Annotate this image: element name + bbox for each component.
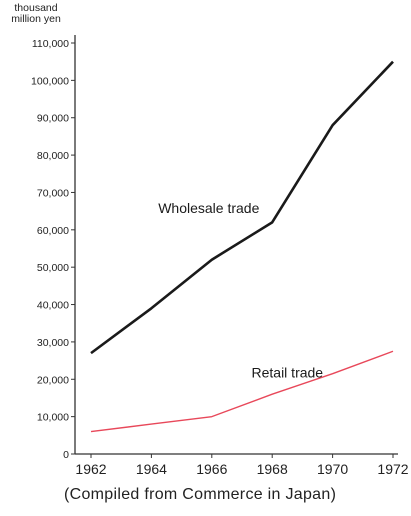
wholesale-trade-label: Wholesale trade xyxy=(158,200,259,216)
y-tick-label: 110,000 xyxy=(32,38,69,50)
y-unit-line-1: thousand xyxy=(14,2,58,14)
wholesale-trade-line xyxy=(90,60,394,355)
y-tick-label: 100,000 xyxy=(31,75,69,87)
x-tick-label: 1962 xyxy=(75,461,106,477)
retail-trade-label: Retail trade xyxy=(252,364,324,380)
retail-trade-line xyxy=(90,350,394,433)
y-unit-line-2: million yen xyxy=(11,13,61,25)
y-tick-label: 50,000 xyxy=(37,262,69,274)
source-note: (Compiled from Commerce in Japan) xyxy=(64,486,337,503)
x-tick-label: 1972 xyxy=(377,461,408,477)
y-tick-label: 60,000 xyxy=(37,225,69,237)
y-tick-label: 80,000 xyxy=(37,150,69,162)
x-tick-label: 1964 xyxy=(136,461,167,477)
y-tick-label: 90,000 xyxy=(37,113,69,125)
y-unit-label: thousand million yen xyxy=(6,3,66,25)
y-tick-label: 70,000 xyxy=(37,187,69,199)
y-tick-label: 20,000 xyxy=(37,374,69,386)
x-tick-label: 1968 xyxy=(257,461,288,477)
y-tick-label: 40,000 xyxy=(37,300,69,312)
y-tick-label: 10,000 xyxy=(37,412,69,424)
x-tick-label: 1966 xyxy=(196,461,227,477)
y-tick-label: 30,000 xyxy=(37,337,69,349)
y-tick-label: 0 xyxy=(63,449,69,461)
x-tick-label: 1970 xyxy=(317,461,348,477)
